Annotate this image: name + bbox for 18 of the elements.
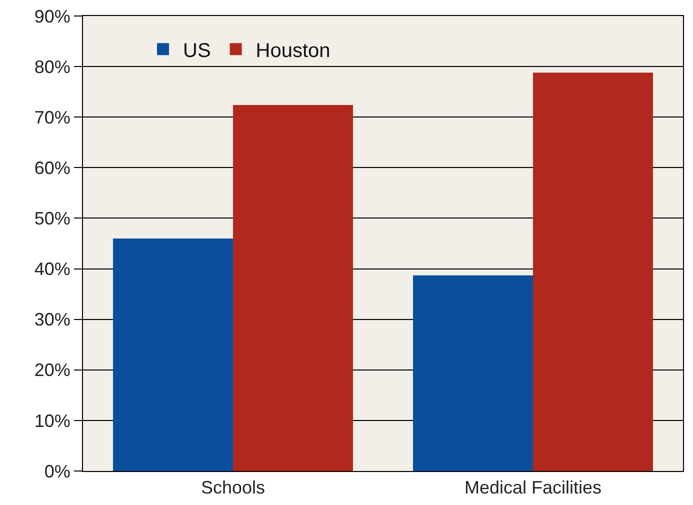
y-tick-label: 90% xyxy=(34,6,70,26)
y-tick-label: 40% xyxy=(34,259,70,280)
bar xyxy=(233,104,353,471)
y-tick-label: 0% xyxy=(44,461,70,482)
legend-label: Houston xyxy=(256,40,330,62)
y-tick-label: 60% xyxy=(34,158,70,178)
bar xyxy=(533,72,653,471)
y-tick-label: 70% xyxy=(34,107,70,128)
y-tick-label: 10% xyxy=(34,410,70,431)
bar xyxy=(413,275,533,471)
y-tick-label: 50% xyxy=(34,208,70,229)
bar xyxy=(113,238,233,471)
x-tick-label: Medical Facilities xyxy=(464,478,602,498)
x-tick-label: Schools xyxy=(200,478,266,498)
y-tick-label: 80% xyxy=(34,56,70,77)
y-tick-label: 30% xyxy=(34,310,70,330)
legend-label: US xyxy=(183,40,211,62)
y-tick-label: 20% xyxy=(34,360,70,380)
